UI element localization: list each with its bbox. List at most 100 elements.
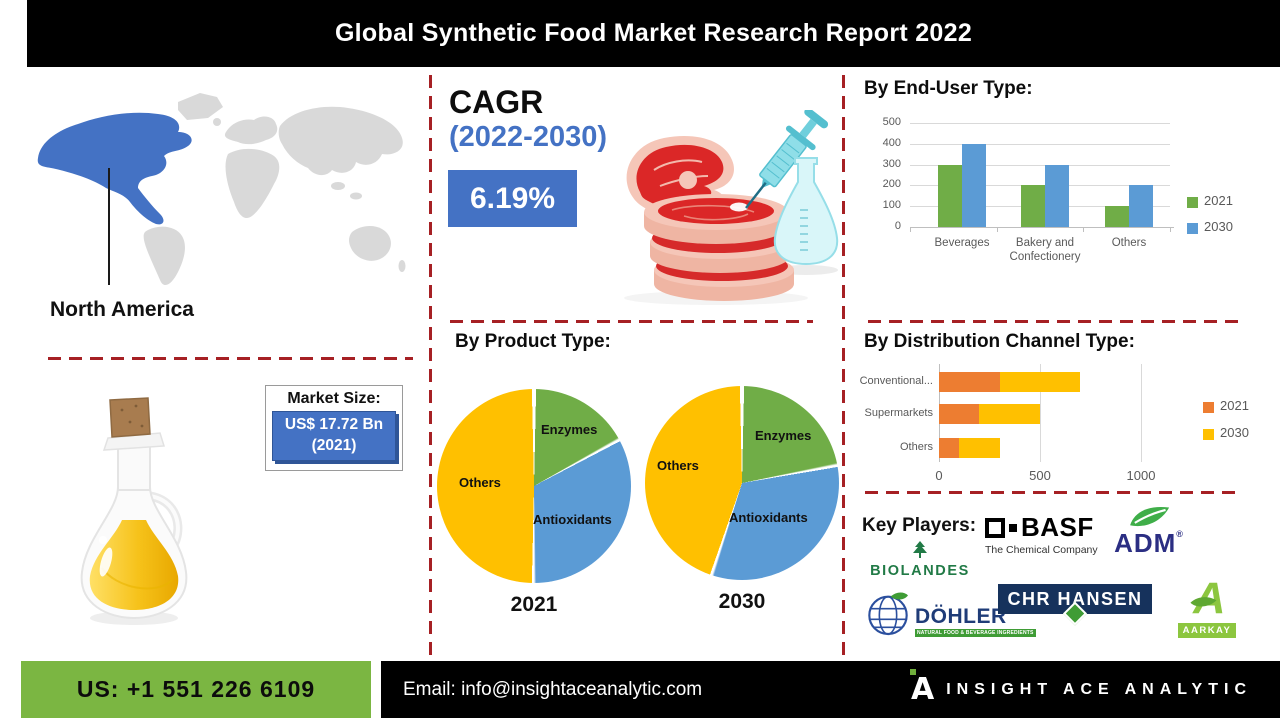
- pie-label-antioxidants: Antioxidants: [729, 510, 808, 525]
- cagr-value-badge: 6.19%: [448, 170, 577, 227]
- dohler-globe-icon: [868, 592, 908, 636]
- cagr-label: CAGR: [449, 84, 544, 120]
- legend-label-2030: 2030: [1220, 425, 1249, 440]
- section-title-product-type: By Product Type:: [455, 331, 611, 352]
- bar-2021-others: [1105, 206, 1129, 227]
- market-size-year: (2021): [311, 436, 357, 454]
- distribution-bar-chart: 0 500 1000 Conventional... Supermarkets Other…: [845, 362, 1249, 487]
- map-greenland: [178, 93, 223, 120]
- email-text: Email: info@insightaceanalytic.com: [403, 678, 703, 700]
- legend-swatch-2030: [1187, 223, 1198, 234]
- adm-registered-mark: ®: [1176, 529, 1184, 539]
- axis-tick: [910, 227, 911, 232]
- synthetic-meat-illustration: [624, 110, 839, 305]
- market-size-amount: US$ 17.72 Bn: [284, 416, 384, 433]
- pie-caption-2021: 2021: [510, 593, 558, 616]
- category-label: Beverages: [934, 237, 990, 249]
- end-user-bar-chart: 0 100 200 300 400 500 Beverages Bakery and Conf…: [855, 105, 1245, 305]
- gridline: [1141, 364, 1142, 462]
- logo-biolandes: BIOLANDES: [862, 540, 978, 579]
- brand-a-icon: A: [909, 668, 934, 705]
- axis-tick: [1083, 227, 1084, 232]
- meat-stack-icon: [644, 194, 794, 301]
- divider-middle: [450, 320, 813, 323]
- x-tick-label: 0: [935, 468, 943, 483]
- pie-label-enzymes: Enzymes: [755, 428, 812, 443]
- pie-label-others: Others: [657, 458, 699, 473]
- divider-vertical-1: [429, 75, 432, 655]
- basf-square-outline-icon: [985, 517, 1005, 538]
- logo-chr-hansen: CHR HANSEN: [998, 584, 1152, 626]
- map-island-2: [350, 192, 362, 200]
- divider-right-bottom: [865, 491, 1235, 494]
- chr-hansen-name: CHR HANSEN: [1007, 589, 1143, 609]
- phone-number: US: +1 551 226 6109: [76, 676, 316, 702]
- adm-name: ADM®: [1114, 528, 1184, 558]
- bar-2030-bakery-and-confectionery: [1045, 164, 1069, 227]
- logo-basf: BASF The Chemical Company: [985, 512, 1115, 556]
- map-japan: [386, 131, 394, 145]
- bar-2030-conventional-: [999, 372, 1081, 392]
- bar-2030-others: [1129, 185, 1153, 227]
- section-title-distribution: By Distribution Channel Type:: [864, 331, 1135, 352]
- map-asia: [278, 106, 403, 176]
- divider-right-top: [868, 320, 1240, 323]
- logo-dohler: DÖHLER NATURAL FOOD & BEVERAGE INGREDIEN…: [864, 590, 1036, 638]
- legend-label-2030: 2030: [1204, 219, 1233, 234]
- flask-icon: [773, 157, 839, 266]
- dohler-tagline: NATURAL FOOD & BEVERAGE INGREDIENTS: [915, 629, 1036, 637]
- gridline: [1040, 364, 1041, 462]
- gridline: [910, 164, 1170, 166]
- biolandes-tree-icon: [913, 541, 927, 558]
- basf-tagline: The Chemical Company: [985, 544, 1098, 556]
- map-north-america: [37, 112, 192, 225]
- pie-label-antioxidants: Antioxidants: [533, 512, 612, 527]
- basf-name: BASF: [1021, 512, 1094, 542]
- pie-chart-2021: Enzymes Antioxidants Others 2021: [437, 389, 631, 617]
- market-size-value: US$ 17.72 Bn (2021): [272, 411, 396, 461]
- section-title-end-user: By End-User Type:: [864, 78, 1033, 99]
- legend-label-2021: 2021: [1204, 193, 1233, 208]
- y-tick-label: 0: [894, 220, 901, 232]
- category-label: Bakery and Confectionery: [1009, 237, 1081, 264]
- axis-tick: [997, 227, 998, 232]
- bar-2021-supermarkets: [939, 404, 980, 424]
- gridline: [910, 123, 1170, 124]
- page-title: Global Synthetic Food Market Research Re…: [334, 19, 973, 47]
- pie-2030-circle: Enzymes Antioxidants Others: [645, 386, 839, 580]
- title-banner: Global Synthetic Food Market Research Re…: [27, 0, 1280, 67]
- bar-2021-others: [939, 438, 960, 458]
- bar-2030-supermarkets: [979, 404, 1040, 424]
- y-tick-label: 300: [882, 157, 901, 170]
- logo-aarkay: A AARKAY: [1178, 574, 1236, 638]
- dohler-name: DÖHLER: [915, 605, 1007, 628]
- category-label: Others: [1111, 237, 1147, 249]
- legend-swatch-2030: [1203, 429, 1214, 440]
- chr-hansen-box: CHR HANSEN: [998, 584, 1152, 626]
- y-tick-label: 100: [882, 199, 901, 212]
- y-tick-label: 500: [882, 116, 901, 128]
- y-tick-label: 200: [882, 178, 901, 191]
- map-africa: [225, 148, 280, 219]
- legend-swatch-2021: [1203, 402, 1214, 413]
- bar-2030-others: [959, 438, 1000, 458]
- aarkay-name: AARKAY: [1178, 623, 1236, 638]
- map-australia: [349, 226, 391, 261]
- syringe-icon: [745, 110, 829, 209]
- adm-leaf-icon: [1130, 507, 1170, 527]
- gridline: [910, 143, 1170, 145]
- category-label: Supermarkets: [864, 407, 933, 419]
- map-iceland: [213, 118, 221, 126]
- region-label: North America: [50, 298, 194, 321]
- y-tick-label: 400: [882, 136, 901, 149]
- market-size-card: Market Size: US$ 17.72 Bn (2021): [265, 385, 403, 471]
- map-europe: [224, 116, 278, 145]
- bar-2021-beverages: [938, 164, 962, 227]
- axis-tick: [1170, 227, 1171, 232]
- market-size-label: Market Size:: [287, 390, 381, 407]
- pie-2021-circle: Enzymes Antioxidants Others: [437, 389, 631, 583]
- map-new-zealand: [398, 260, 406, 272]
- map-island-1: [331, 182, 345, 190]
- legend-label-2021: 2021: [1220, 398, 1249, 413]
